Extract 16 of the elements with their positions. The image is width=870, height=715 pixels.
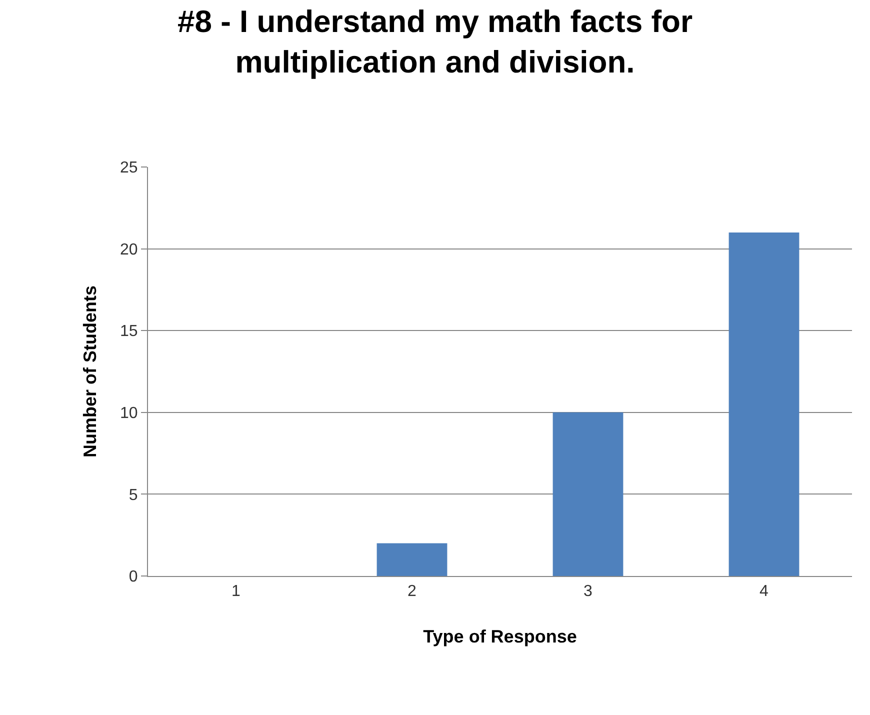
chart-title: #8 - I understand my math facts for multiplication and division. — [177, 4, 693, 80]
x-axis-title: Type of Response — [423, 626, 577, 646]
x-tick-label: 4 — [760, 583, 769, 600]
y-tick-label: 20 — [120, 241, 138, 258]
x-tick-label: 1 — [232, 583, 241, 600]
y-tick-label: 0 — [128, 568, 138, 586]
x-tick-label: 2 — [408, 583, 417, 600]
bar — [552, 412, 624, 576]
bar — [728, 232, 800, 576]
y-tick-label: 5 — [128, 486, 138, 504]
bar — [376, 543, 448, 576]
y-axis-title: Number of Students — [80, 285, 100, 458]
y-tick-label: 25 — [120, 160, 138, 177]
x-tick-label: 3 — [584, 583, 593, 600]
y-tick-label: 15 — [120, 323, 138, 340]
y-tick-label: 10 — [120, 405, 138, 422]
